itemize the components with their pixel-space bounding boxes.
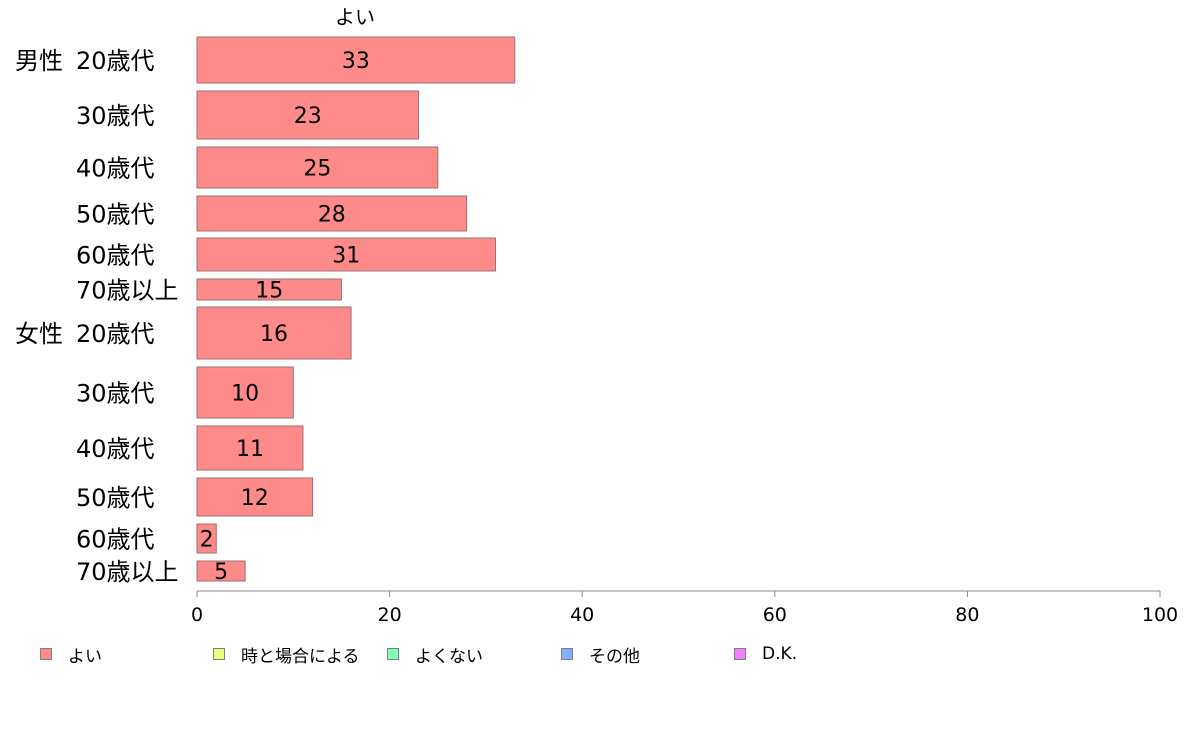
bar-value-label: 16 (260, 322, 288, 347)
bar-female-0 (196, 306, 352, 360)
category-label: 50歳代 (76, 201, 155, 229)
legend-label: その他 (589, 646, 640, 667)
bar-value-label: 23 (294, 104, 322, 129)
group-label: 男性 (15, 47, 63, 75)
bar-value-label: 31 (332, 244, 360, 269)
x-tick-label: 0 (191, 604, 203, 626)
legend-label: よくない (415, 646, 483, 667)
category-label: 20歳代 (76, 47, 155, 75)
bar-value-label: 2 (200, 528, 214, 553)
category-label: 40歳代 (76, 155, 155, 183)
bar-female-3 (196, 477, 314, 517)
legend-label: D.K. (762, 644, 798, 664)
category-label: 20歳代 (76, 320, 155, 348)
category-labels: 20歳代男性30歳代40歳代50歳代60歳代70歳以上20歳代女性30歳代40歳… (15, 47, 179, 586)
legend: よい 時と場合による よくない その他 D.K. (0, 644, 1188, 668)
legend-swatch (40, 648, 52, 660)
x-axis: 0 20 40 60 80 100 (191, 590, 1178, 626)
bar-value-label: 15 (255, 279, 283, 304)
bar-value-label: 5 (214, 560, 228, 585)
bar-female-2 (196, 425, 304, 471)
category-label: 30歳代 (76, 102, 155, 130)
bar-value-label: 10 (231, 382, 259, 407)
legend-item: D.K. (734, 644, 797, 664)
bar-male-3 (196, 195, 468, 232)
bar-value-label: 11 (236, 437, 264, 462)
category-label: 70歳以上 (76, 277, 179, 305)
category-label: 60歳代 (76, 242, 155, 270)
bar-male-5 (196, 278, 342, 301)
legend-swatch (387, 648, 399, 660)
bar-value-label: 12 (241, 486, 269, 511)
bar-male-2 (196, 146, 439, 189)
bar-male-0 (196, 36, 516, 84)
category-label: 40歳代 (76, 435, 155, 463)
bars-layer: 33 23 25 28 31 15 16 10 11 12 25 (196, 36, 516, 585)
bar-male-4 (196, 237, 497, 272)
x-tick-label: 80 (955, 604, 979, 626)
legend-swatch (561, 648, 573, 660)
x-tick-label: 40 (570, 604, 594, 626)
category-label: 70歳以上 (76, 558, 179, 586)
bar-value-label: 28 (318, 203, 346, 228)
bar-female-1 (196, 366, 294, 419)
legend-swatch (734, 648, 746, 660)
category-label: 50歳代 (76, 484, 155, 512)
legend-item: その他 (561, 644, 640, 667)
category-label: 30歳代 (76, 380, 155, 408)
legend-label: よい (68, 646, 102, 667)
group-label: 女性 (15, 320, 63, 348)
x-tick-label: 60 (763, 604, 787, 626)
bar-female-4 (196, 523, 217, 554)
x-tick-label: 100 (1142, 604, 1178, 626)
legend-item: よくない (387, 644, 483, 667)
bar-female-5 (196, 560, 246, 582)
legend-swatch (213, 648, 225, 660)
bar-male-1 (196, 90, 419, 140)
legend-label: 時と場合による (241, 646, 360, 667)
legend-item: 時と場合による (213, 644, 360, 667)
category-label: 60歳代 (76, 526, 155, 554)
x-tick-label: 20 (378, 604, 402, 626)
legend-item: よい (40, 644, 102, 667)
chart-title: よい (335, 5, 375, 29)
bar-value-label: 25 (303, 157, 331, 182)
bar-value-label: 33 (342, 49, 370, 74)
